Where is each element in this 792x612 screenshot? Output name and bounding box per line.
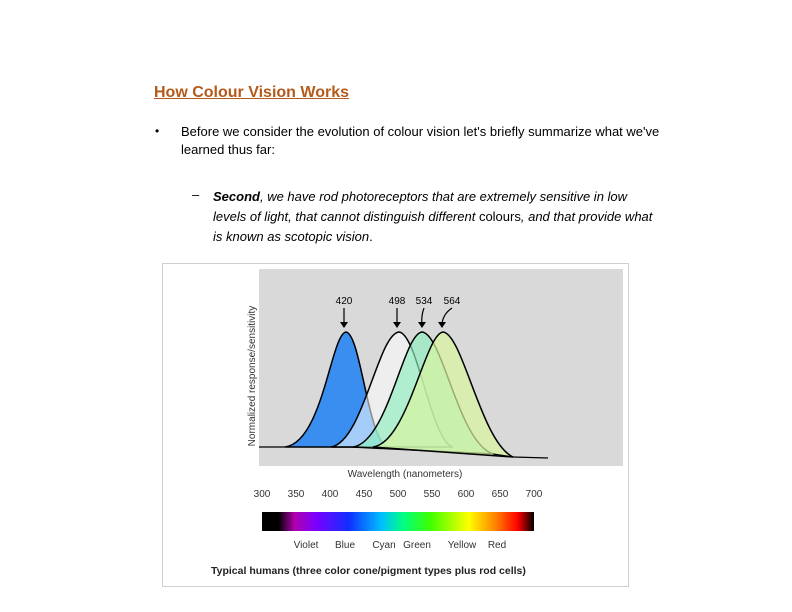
tick-label: 600 bbox=[458, 489, 475, 500]
tick-label: 550 bbox=[424, 489, 441, 500]
spectrum-label-blue: Blue bbox=[335, 540, 355, 551]
peak-label-498: 498 bbox=[389, 296, 406, 307]
sub-bullet-text: Second, we have rod photoreceptors that … bbox=[213, 187, 663, 247]
spectrum-label-green: Green bbox=[403, 540, 431, 551]
bullet-text: Before we consider the evolution of colo… bbox=[181, 124, 660, 157]
spectrum-label-red: Red bbox=[488, 540, 506, 551]
sub-text-word: colours bbox=[478, 209, 521, 224]
sub-text-word2: scotopic vision bbox=[284, 229, 370, 244]
sub-text-end: . bbox=[369, 229, 373, 244]
spectrum-label-cyan: Cyan bbox=[372, 540, 395, 551]
y-axis-label: Normalized response/sensitivity bbox=[247, 306, 258, 447]
peak-arrows bbox=[340, 307, 453, 328]
tick-label: 350 bbox=[288, 489, 305, 500]
tick-label: 650 bbox=[492, 489, 509, 500]
tick-label: 400 bbox=[322, 489, 339, 500]
sub-bullet-marker: – bbox=[192, 187, 200, 202]
spectrum-label-yellow: Yellow bbox=[448, 540, 477, 551]
sub-text-part1: , we have rod photoreceptors that are ex… bbox=[213, 189, 628, 224]
peak-label-564: 564 bbox=[444, 296, 461, 307]
sub-bullet-lead: Second bbox=[213, 189, 260, 204]
slide-title: How Colour Vision Works bbox=[154, 84, 349, 101]
tick-label: 450 bbox=[356, 489, 373, 500]
sensitivity-figure: 420 498 534 564 Normalized response/sens… bbox=[162, 263, 629, 587]
bullet-marker: • bbox=[155, 124, 160, 138]
curve-564 bbox=[372, 331, 514, 458]
figure-caption: Typical humans (three color cone/pigment… bbox=[211, 565, 526, 577]
peak-label-420: 420 bbox=[336, 296, 353, 307]
tick-label: 500 bbox=[390, 489, 407, 500]
sub-text-part2: , and that provide what is known as bbox=[213, 209, 653, 244]
x-axis-label: Wavelength (nanometers) bbox=[348, 469, 463, 480]
spectrum-bar bbox=[262, 512, 534, 531]
spectrum-label-violet: Violet bbox=[294, 540, 319, 551]
tick-label: 300 bbox=[254, 489, 271, 500]
peak-label-534: 534 bbox=[416, 296, 433, 307]
sensitivity-chart: 420 498 534 564 Normalized response/sens… bbox=[211, 269, 623, 577]
tick-label: 700 bbox=[526, 489, 543, 500]
